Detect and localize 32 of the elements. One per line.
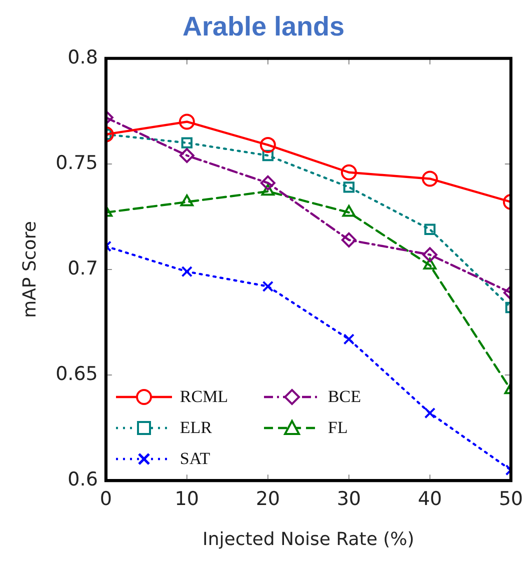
point (343, 334, 355, 345)
x-tick-label: 40 (418, 488, 442, 510)
point (340, 164, 357, 180)
x-tick-label: 20 (256, 488, 280, 510)
point (262, 150, 274, 162)
point (181, 137, 193, 148)
y-tick-label: 0.75 (56, 152, 98, 174)
x-tick-label: 10 (174, 488, 199, 510)
point (342, 205, 356, 217)
point (261, 184, 275, 196)
y-tick-label: 0.8 (68, 46, 98, 68)
y-tick-label: 0.7 (68, 257, 98, 280)
x-tick-label: 50 (498, 488, 524, 510)
y-axis-title: mAP Score (19, 221, 40, 318)
legend-label: BCE (328, 387, 362, 408)
y-tick-label: 0.6 (68, 468, 98, 491)
y-tick-label: 0.65 (56, 362, 98, 385)
chart-title: Arable lands (182, 12, 345, 42)
point (262, 280, 274, 292)
legend-label: SAT (180, 449, 212, 470)
legend-label: ELR (180, 418, 213, 438)
point (180, 194, 194, 206)
x-tick-label: 0 (100, 488, 112, 510)
x-axis-title: Injected Noise Rate (%) (202, 528, 414, 550)
point (343, 182, 355, 193)
point (181, 266, 193, 278)
point (260, 175, 276, 190)
point (341, 232, 356, 248)
legend-label: FL (328, 418, 349, 438)
legend-label: RCML (180, 387, 230, 408)
point (260, 136, 276, 153)
x-tick-label: 30 (336, 488, 362, 510)
